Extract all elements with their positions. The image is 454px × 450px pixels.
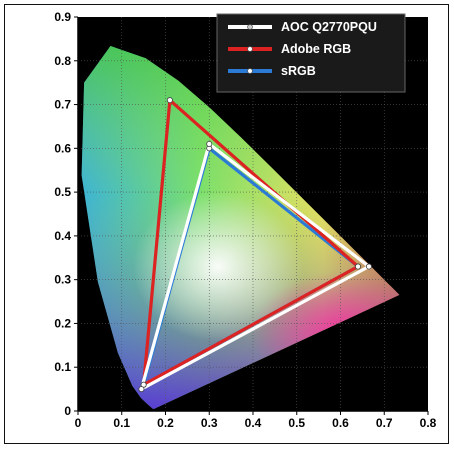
x-tick-label: 0.5 [288,416,305,430]
x-tick-label: 0.1 [113,416,130,430]
legend-entry-srgb: sRGB [228,64,316,78]
legend-label-adobe: Adobe RGB [281,42,351,56]
legend-entry-adobe: Adobe RGB [228,42,351,56]
y-tick-label: 0.9 [54,10,71,24]
y-tick-label: 0.5 [54,185,71,199]
legend-marker-adobe [247,46,253,52]
y-tick-label: 0.1 [54,360,71,374]
primary-point-adobe-rgb-red [354,263,361,270]
primary-point-aoc-green [206,140,213,147]
y-tick-label: 0.2 [54,316,71,330]
y-tick-label: 0.6 [54,141,71,155]
primary-point-adobe-rgb-green [166,97,173,104]
y-tick-label: 0.4 [54,229,71,243]
x-tick-label: 0.7 [376,416,393,430]
legend-marker-srgb [247,68,253,74]
primary-point-aoc-blue [138,386,145,393]
legend-label-aoc: AOC Q2770PQU [281,20,377,34]
legend: AOC Q2770PQU Adobe RGB sRGB [216,13,406,93]
gamut-triangle-aoc [139,142,371,391]
legend-label-srgb: sRGB [281,64,316,78]
locus-white-point-glow [133,191,303,342]
x-tick-label: 0.6 [332,416,349,430]
x-tick-label: 0.8 [420,416,437,430]
gamut-triangle-adobe-rgb [142,98,360,387]
y-tick-label: 0.3 [54,273,71,287]
y-tick-label: 0.7 [54,98,71,112]
x-tick-label: 0.2 [157,416,174,430]
legend-marker-aoc [247,24,253,30]
x-tick-label: 0.4 [245,416,262,430]
primary-point-aoc-red [365,263,372,270]
x-tick-label: 0.3 [201,416,218,430]
y-tick-label: 0.8 [54,54,71,68]
y-tick-label: 0 [64,404,71,418]
legend-entry-aoc: AOC Q2770PQU [228,20,377,34]
axes: 0 0.1 0.2 0.3 0.4 0.5 0.6 0.7 0.8 0 0.1 0.2 0.3 0.4 0.… [54,10,436,430]
x-tick-label: 0 [75,416,82,430]
series-triangles [138,97,372,393]
